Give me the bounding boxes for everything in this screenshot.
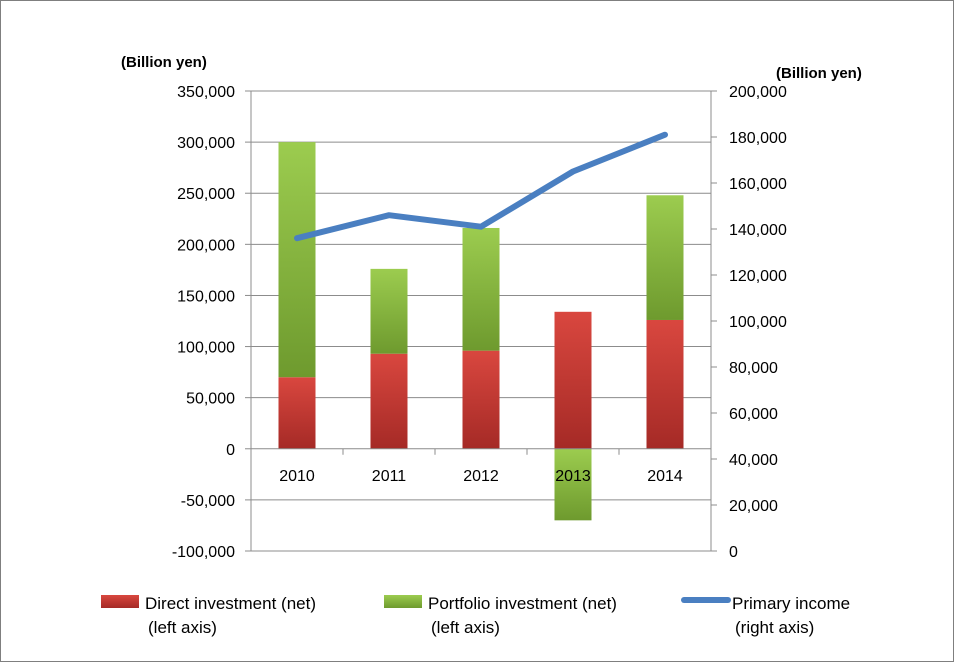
legend-item-1: Portfolio investment (net) (left axis): [384, 594, 617, 637]
right-tick-label: 60,000: [729, 406, 778, 423]
left-tick-label: 0: [226, 442, 235, 459]
right-tick-label: 0: [729, 544, 738, 561]
bar-portfolio-2012: [462, 227, 500, 351]
right-tick-label: 200,000: [729, 84, 787, 101]
legend-axis-note: (left axis): [148, 618, 217, 637]
right-tick-label: 100,000: [729, 314, 787, 331]
left-tick-label: 50,000: [186, 391, 235, 408]
category-label: 2012: [463, 468, 499, 485]
axes: [245, 90, 717, 552]
right-tick-label: 80,000: [729, 360, 778, 377]
bar-portfolio-2013: [554, 448, 592, 521]
category-label: 2013: [555, 468, 591, 485]
legend-swatch: [384, 595, 422, 608]
left-tick-label: 300,000: [177, 135, 235, 152]
legend-item-2: Primary income (right axis): [681, 594, 850, 637]
legend-item-0: Direct investment (net) (left axis): [101, 594, 316, 637]
legend-label: Portfolio investment (net): [428, 594, 617, 613]
category-label: 2011: [372, 468, 407, 485]
left-tick-label: 350,000: [177, 84, 235, 101]
right-tick-label: 20,000: [729, 498, 778, 515]
right-tick-label: 160,000: [729, 176, 787, 193]
bar-direct-2011: [370, 353, 408, 449]
right-tick-label: 40,000: [729, 452, 778, 469]
bar-direct-2013: [554, 311, 592, 449]
bar-direct-2012: [462, 350, 500, 449]
legend-label: Primary income: [732, 594, 850, 613]
right-tick-label: 180,000: [729, 130, 787, 147]
left-tick-label: 200,000: [177, 237, 235, 254]
right-tick-label: 140,000: [729, 222, 787, 239]
bar-portfolio-2014: [646, 195, 684, 320]
tick-labels: -100,000 -50,000 0 50,000 100,000 150,000 200,…: [172, 84, 787, 561]
category-label: 2014: [647, 468, 683, 485]
left-tick-label: 100,000: [177, 340, 235, 357]
category-label: 2010: [279, 468, 315, 485]
left-tick-label: -50,000: [181, 493, 235, 510]
bar-direct-2010: [278, 377, 316, 449]
legend-axis-note: (right axis): [735, 618, 814, 637]
left-tick-label: 150,000: [177, 288, 235, 305]
legend-swatch: [101, 595, 139, 608]
line-primary-income: [294, 131, 668, 242]
bars: [278, 142, 684, 521]
bar-portfolio-2010: [278, 142, 316, 378]
bar-direct-2014: [646, 319, 684, 449]
legend-axis-note: (left axis): [431, 618, 500, 637]
left-axis-unit: (Billion yen): [121, 54, 207, 71]
legend: Direct investment (net)(left axis)Portfo…: [101, 594, 850, 637]
line-series: [294, 131, 668, 242]
right-axis-unit: (Billion yen): [776, 65, 862, 82]
right-tick-label: 120,000: [729, 268, 787, 285]
legend-label: Direct investment (net): [145, 594, 316, 613]
bar-portfolio-2011: [370, 268, 408, 354]
left-tick-label: 250,000: [177, 186, 235, 203]
left-tick-label: -100,000: [172, 544, 235, 561]
